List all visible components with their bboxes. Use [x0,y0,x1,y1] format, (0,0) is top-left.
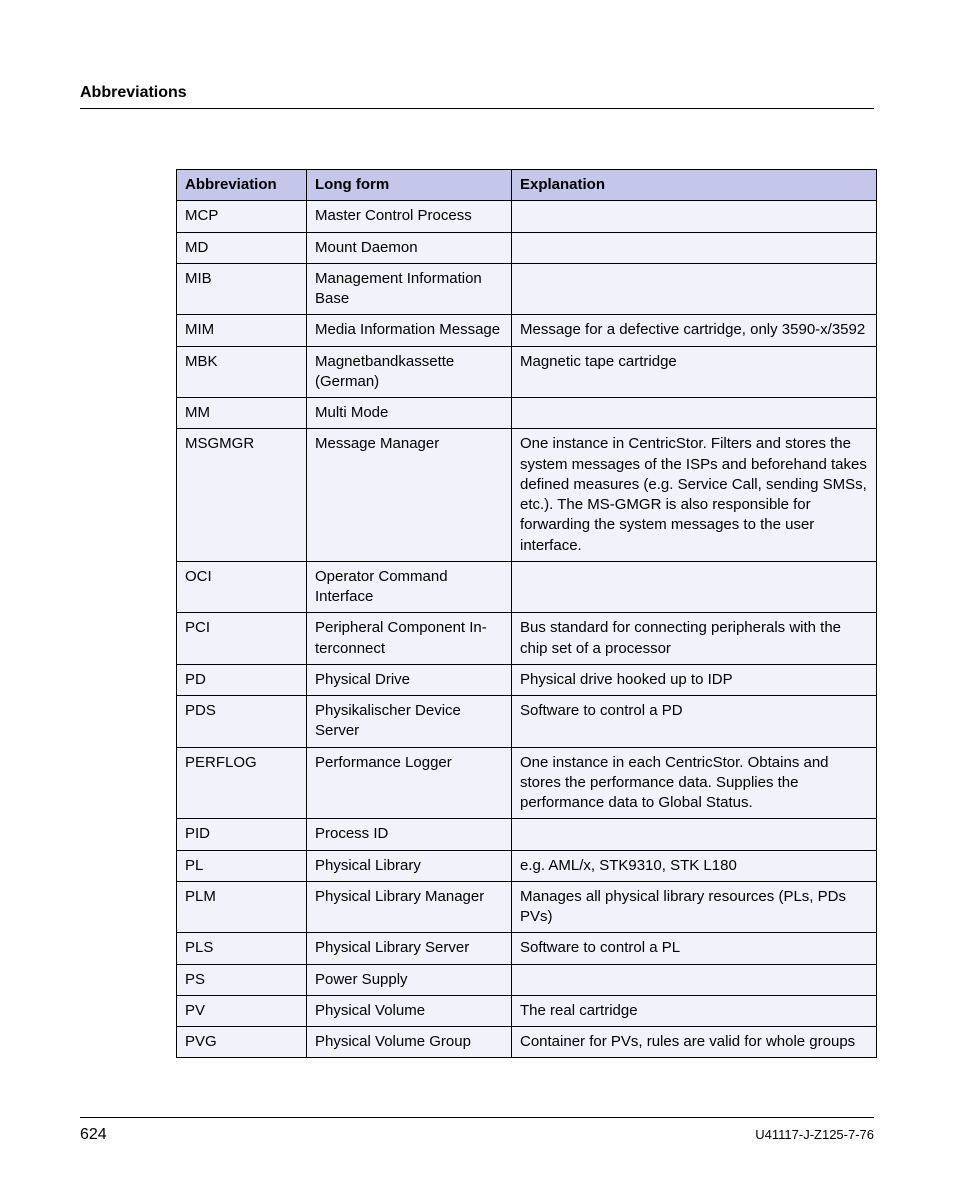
cell-expl [512,232,877,263]
cell-long: Master Control Process [307,201,512,232]
cell-abbr: PS [177,964,307,995]
cell-expl: Message for a defective cartridge, only … [512,315,877,346]
cell-expl: Magnetic tape cartridge [512,346,877,398]
cell-expl [512,263,877,315]
cell-expl: Software to control a PL [512,933,877,964]
abbreviations-table: Abbreviation Long form Explanation MCPMa… [176,169,877,1058]
cell-long: Operator Command Interface [307,561,512,613]
col-long-form: Long form [307,170,512,201]
table-row: PDSPhysikalischer Device ServerSoftware … [177,696,877,748]
cell-abbr: PLM [177,881,307,933]
cell-expl: Container for PVs, rules are valid for w… [512,1027,877,1058]
cell-expl: Physical drive hooked up to IDP [512,664,877,695]
cell-abbr: PCI [177,613,307,665]
table-row: PSPower Supply [177,964,877,995]
abbreviations-table-wrap: Abbreviation Long form Explanation MCPMa… [176,169,874,1058]
cell-abbr: MM [177,398,307,429]
cell-long: Multi Mode [307,398,512,429]
table-row: OCIOperator Command Interface [177,561,877,613]
cell-long: Performance Logger [307,747,512,819]
cell-expl [512,561,877,613]
section-title: Abbreviations [80,84,874,102]
col-abbreviation: Abbreviation [177,170,307,201]
cell-abbr: MCP [177,201,307,232]
table-row: PLSPhysical Library ServerSoftware to co… [177,933,877,964]
table-row: MCPMaster Control Process [177,201,877,232]
cell-long: Physical Library [307,850,512,881]
footer-row: 624 U41117-J-Z125-7-76 [80,1126,874,1144]
table-row: PVPhysical VolumeThe real cartridge [177,995,877,1026]
cell-abbr: MBK [177,346,307,398]
cell-long: Physical Volume [307,995,512,1026]
cell-long: Magnetbandkassette (German) [307,346,512,398]
col-explanation: Explanation [512,170,877,201]
cell-abbr: MIM [177,315,307,346]
cell-expl [512,201,877,232]
page: Abbreviations Abbreviation Long form Exp… [0,0,954,1204]
cell-long: Power Supply [307,964,512,995]
cell-long: Process ID [307,819,512,850]
cell-abbr: PD [177,664,307,695]
table-row: PDPhysical DrivePhysical drive hooked up… [177,664,877,695]
cell-long: Media Information Message [307,315,512,346]
page-footer: 624 U41117-J-Z125-7-76 [80,1117,874,1144]
cell-abbr: PVG [177,1027,307,1058]
table-row: PCIPeripheral Component In-terconnectBus… [177,613,877,665]
cell-abbr: MSGMGR [177,429,307,562]
cell-long: Physical Volume Group [307,1027,512,1058]
table-row: MIMMedia Information MessageMessage for … [177,315,877,346]
table-row: PERFLOGPerformance LoggerOne instance in… [177,747,877,819]
cell-expl: Software to control a PD [512,696,877,748]
cell-abbr: PERFLOG [177,747,307,819]
cell-expl: The real cartridge [512,995,877,1026]
cell-long: Physikalischer Device Server [307,696,512,748]
table-row: MSGMGRMessage ManagerOne instance in Cen… [177,429,877,562]
cell-abbr: OCI [177,561,307,613]
cell-abbr: PDS [177,696,307,748]
page-number: 624 [80,1126,107,1144]
cell-abbr: PV [177,995,307,1026]
table-row: MMMulti Mode [177,398,877,429]
cell-long: Physical Drive [307,664,512,695]
cell-expl [512,398,877,429]
table-row: PLMPhysical Library ManagerManages all p… [177,881,877,933]
cell-abbr: MIB [177,263,307,315]
cell-abbr: PID [177,819,307,850]
cell-abbr: MD [177,232,307,263]
cell-expl [512,964,877,995]
cell-long: Peripheral Component In-terconnect [307,613,512,665]
table-row: PVGPhysical Volume GroupContainer for PV… [177,1027,877,1058]
cell-expl: One instance in each CentricStor. Obtain… [512,747,877,819]
cell-long: Message Manager [307,429,512,562]
cell-long: Management Information Base [307,263,512,315]
table-header-row: Abbreviation Long form Explanation [177,170,877,201]
table-row: MIBManagement Information Base [177,263,877,315]
cell-expl: Manages all physical library resources (… [512,881,877,933]
cell-long: Physical Library Manager [307,881,512,933]
table-row: MBKMagnetbandkassette (German)Magnetic t… [177,346,877,398]
cell-expl: Bus standard for connecting peripherals … [512,613,877,665]
cell-abbr: PL [177,850,307,881]
cell-expl: One instance in CentricStor. Filters and… [512,429,877,562]
table-body: MCPMaster Control Process MDMount Daemon… [177,201,877,1058]
cell-expl: e.g. AML/x, STK9310, STK L180 [512,850,877,881]
table-row: PLPhysical Librarye.g. AML/x, STK9310, S… [177,850,877,881]
document-id: U41117-J-Z125-7-76 [755,1127,874,1142]
cell-abbr: PLS [177,933,307,964]
cell-long: Mount Daemon [307,232,512,263]
header-rule [80,108,874,109]
table-row: PIDProcess ID [177,819,877,850]
table-row: MDMount Daemon [177,232,877,263]
footer-rule [80,1117,874,1118]
cell-expl [512,819,877,850]
cell-long: Physical Library Server [307,933,512,964]
